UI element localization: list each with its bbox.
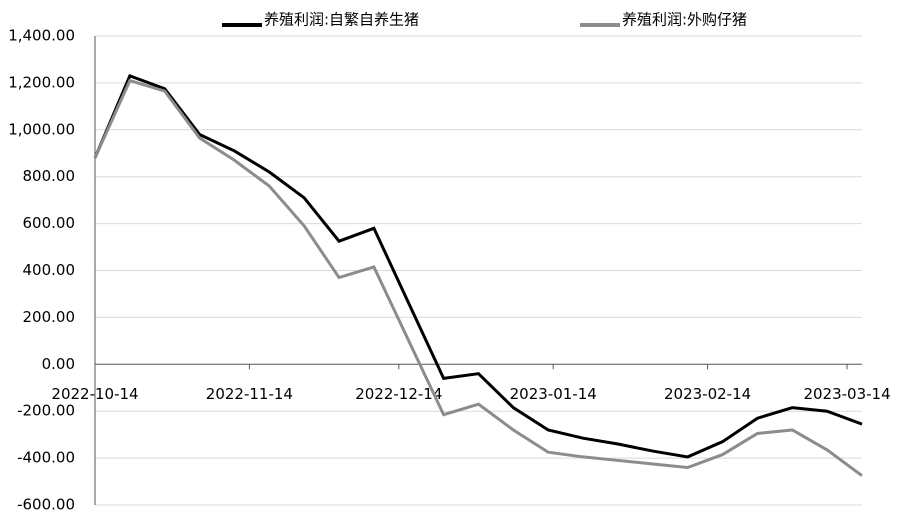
x-tick-label: 2022-10-14 <box>51 385 138 403</box>
y-tick-label: -200.00 <box>17 402 75 420</box>
x-tick-label: 2022-12-14 <box>355 385 442 403</box>
y-tick-label: -600.00 <box>17 496 75 514</box>
y-tick-label: 800.00 <box>23 167 76 185</box>
y-tick-label: -400.00 <box>17 449 75 467</box>
y-tick-label: 600.00 <box>23 214 76 232</box>
y-tick-label: 400.00 <box>23 261 76 279</box>
legend-label: 养殖利润:外购仔猪 <box>622 11 747 29</box>
y-tick-label: 1,000.00 <box>8 120 75 138</box>
x-tick-label: 2022-11-14 <box>206 385 293 403</box>
legend-label: 养殖利润:自繁自养生猪 <box>264 11 419 29</box>
x-tick-label: 2023-02-14 <box>664 385 751 403</box>
series-line <box>93 73 863 459</box>
y-tick-label: 0.00 <box>42 355 75 373</box>
y-tick-label: 200.00 <box>23 308 76 326</box>
y-tick-label: 1,400.00 <box>8 27 75 45</box>
x-tick-label: 2023-03-14 <box>803 385 890 403</box>
series-line <box>93 78 863 477</box>
x-tick-label: 2023-01-14 <box>510 385 597 403</box>
y-tick-label: 1,200.00 <box>8 73 75 91</box>
